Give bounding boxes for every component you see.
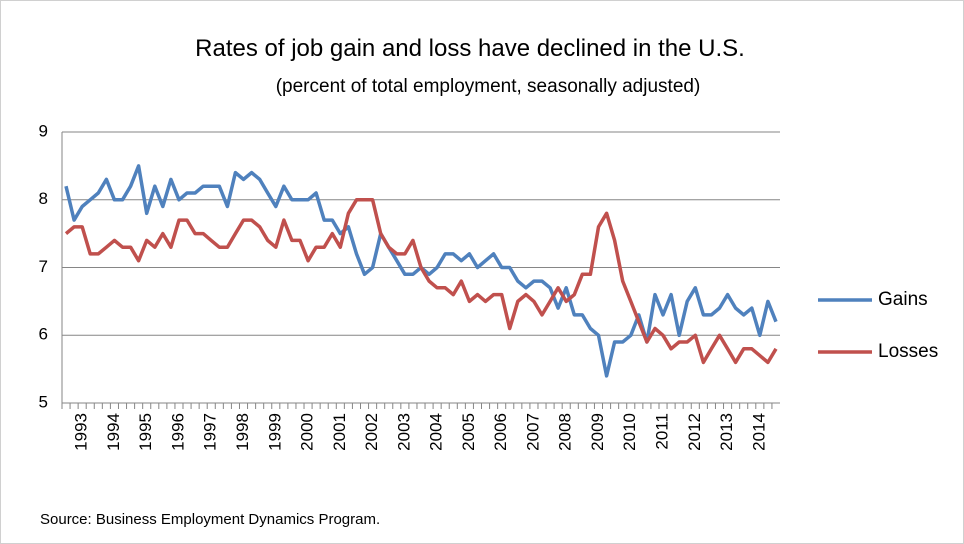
series-line: [64, 198, 778, 365]
y-tick-label: 6: [39, 325, 48, 344]
x-tick-label: 2009: [588, 413, 607, 451]
x-tick-label: 2012: [685, 413, 704, 451]
x-tick-label: 1995: [136, 413, 155, 451]
x-tick-label: 2004: [427, 413, 446, 451]
x-tick-label: 2002: [362, 413, 381, 451]
source-note: Source: Business Employment Dynamics Pro…: [40, 511, 380, 528]
legend-label: Losses: [878, 341, 938, 362]
x-tick-label: 2003: [394, 413, 413, 451]
y-tick-label: 5: [39, 392, 48, 411]
y-tick-label: 7: [39, 257, 48, 276]
x-tick-label: 1998: [233, 413, 252, 451]
x-tick-label: 2011: [653, 413, 672, 450]
y-tick-label: 8: [39, 189, 48, 208]
x-tick-label: 2007: [523, 413, 542, 451]
chart-subtitle: (percent of total employment, seasonally…: [276, 76, 701, 97]
x-tick-label: 2001: [330, 413, 349, 451]
x-tick-label: 2000: [298, 413, 317, 451]
x-tick-label: 2014: [749, 413, 768, 451]
x-tick-label: 2008: [556, 413, 575, 451]
y-tick-label: 9: [39, 121, 48, 140]
x-tick-label: 1993: [72, 413, 91, 451]
x-tick-label: 2006: [491, 413, 510, 451]
legend-label: Gains: [878, 289, 928, 310]
chart-title: Rates of job gain and loss have declined…: [195, 35, 745, 62]
x-tick-label: 2013: [717, 413, 736, 451]
x-tick-label: 1994: [104, 413, 123, 451]
x-tick-label: 2005: [459, 413, 478, 451]
x-tick-label: 1996: [168, 413, 187, 451]
x-tick-label: 1997: [201, 413, 220, 451]
x-tick-label: 1999: [265, 413, 284, 451]
x-tick-label: 2010: [620, 413, 639, 451]
